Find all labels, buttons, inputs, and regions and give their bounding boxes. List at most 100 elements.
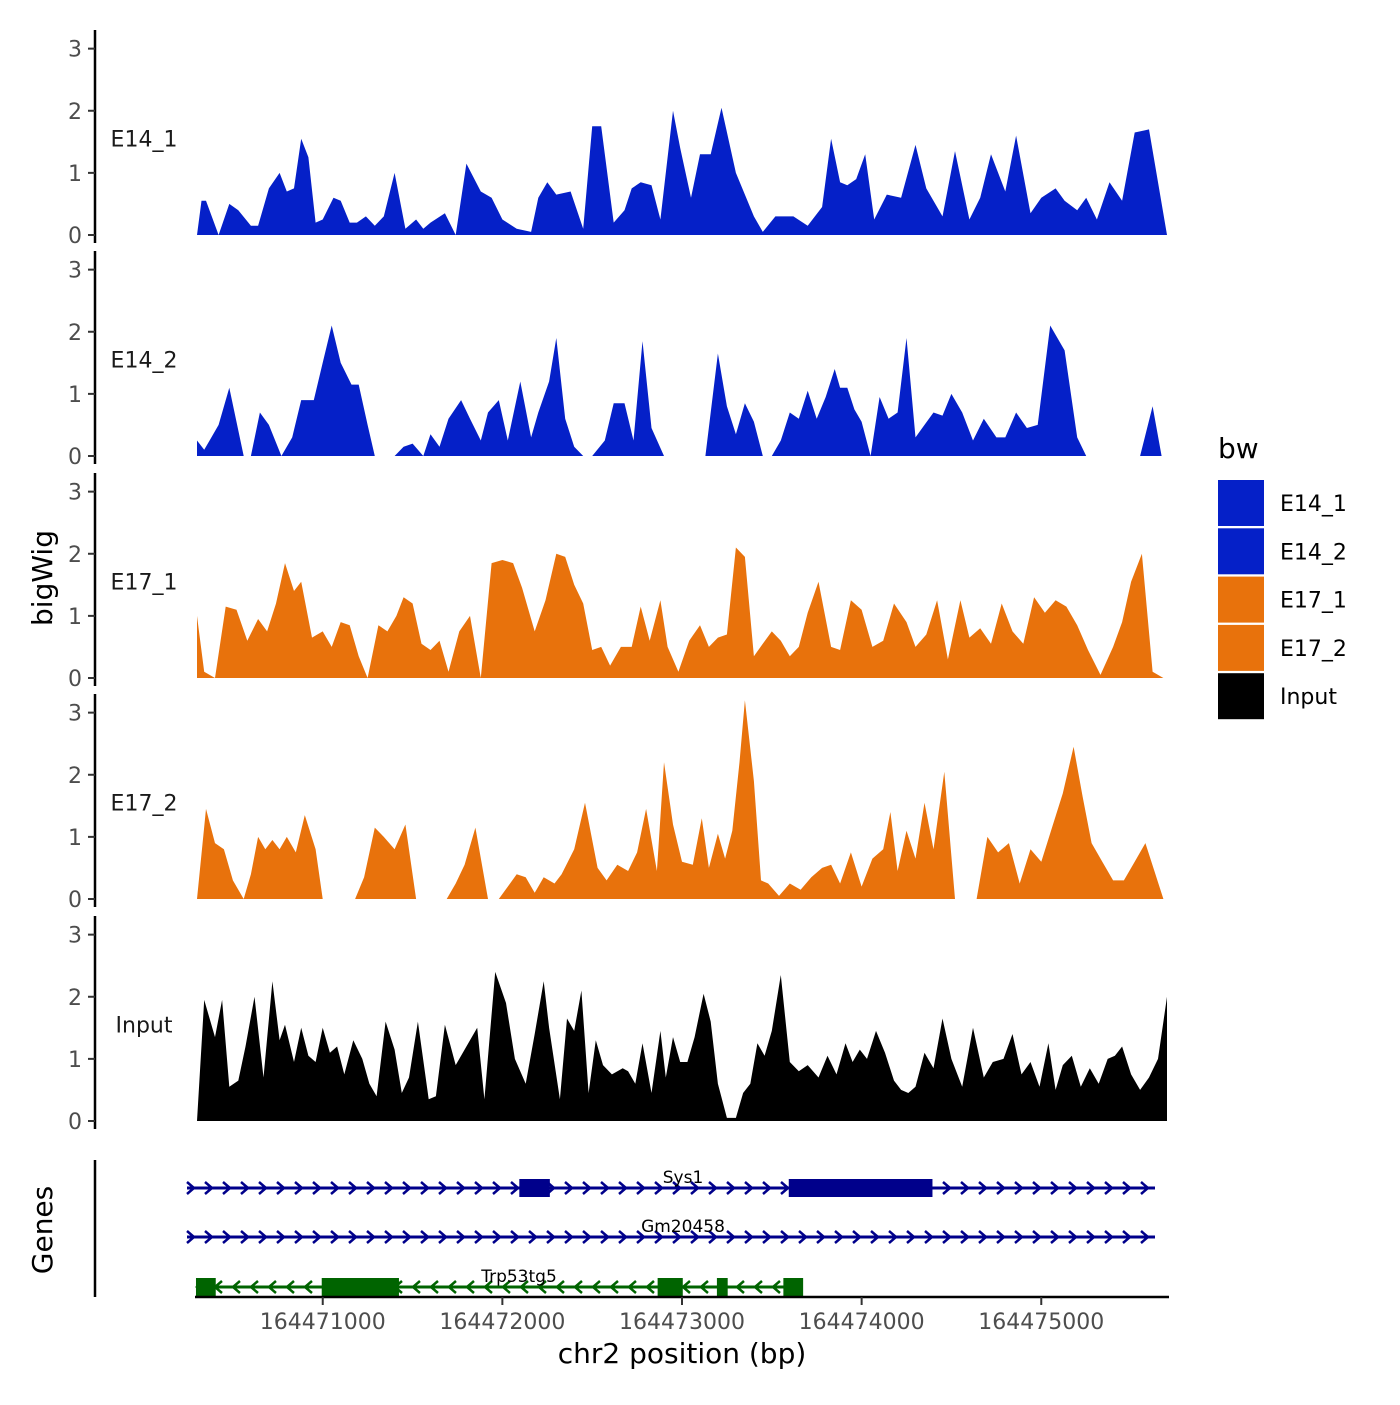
strand-arrow bbox=[258, 1181, 268, 1195]
strand-arrow bbox=[1086, 1230, 1096, 1244]
strand-arrow bbox=[411, 1280, 421, 1294]
strand-arrow bbox=[636, 1230, 646, 1244]
strand-arrow bbox=[294, 1181, 304, 1195]
exon-block bbox=[657, 1278, 683, 1296]
strand-arrow bbox=[708, 1230, 718, 1244]
strand-arrow bbox=[483, 1280, 493, 1294]
y-tick-label: 2 bbox=[68, 764, 82, 789]
strand-arrow bbox=[546, 1230, 556, 1244]
strand-arrow bbox=[771, 1280, 781, 1294]
strand-arrow bbox=[231, 1280, 241, 1294]
legend-label: E17_1 bbox=[1280, 589, 1347, 614]
legend-label: E14_1 bbox=[1280, 492, 1347, 517]
track-panel-input: 0 1 2 3 Input bbox=[68, 916, 1167, 1135]
y-tick-label: 2 bbox=[68, 986, 82, 1011]
strand-arrow bbox=[240, 1181, 250, 1195]
x-tick-label: 164473000 bbox=[619, 1310, 745, 1335]
strand-arrow bbox=[1050, 1230, 1060, 1244]
strand-arrow bbox=[438, 1181, 448, 1195]
strand-arrow bbox=[366, 1181, 376, 1195]
strand-arrow bbox=[636, 1181, 646, 1195]
strand-arrow bbox=[690, 1181, 700, 1195]
strand-arrow bbox=[492, 1230, 502, 1244]
strand-arrow bbox=[645, 1280, 655, 1294]
strand-arrow bbox=[699, 1280, 709, 1294]
strand-arrow bbox=[726, 1181, 736, 1195]
exon-block bbox=[321, 1278, 399, 1296]
gene-label: Trp53tg5 bbox=[480, 1267, 557, 1287]
y-tick-label: 0 bbox=[68, 1110, 82, 1135]
strand-arrow bbox=[753, 1280, 763, 1294]
y-tick-label: 2 bbox=[68, 321, 82, 346]
strand-arrow bbox=[555, 1280, 565, 1294]
track-panel-e14-2: 0 1 2 3 E14_2 bbox=[68, 251, 1162, 470]
strand-arrow bbox=[942, 1230, 952, 1244]
strand-arrow bbox=[1050, 1181, 1060, 1195]
strand-arrow bbox=[186, 1230, 196, 1244]
strand-arrow bbox=[312, 1181, 322, 1195]
strand-arrow bbox=[456, 1230, 466, 1244]
strand-arrow bbox=[906, 1230, 916, 1244]
track-panel-e17-1: 0 1 2 3 E17_1 bbox=[68, 473, 1164, 692]
strand-arrow bbox=[1014, 1181, 1024, 1195]
track-label: E17_1 bbox=[111, 571, 178, 596]
strand-arrow bbox=[744, 1230, 754, 1244]
y-tick-label: 2 bbox=[68, 543, 82, 568]
strand-arrow bbox=[834, 1230, 844, 1244]
strand-arrow bbox=[330, 1181, 340, 1195]
exon-block bbox=[788, 1179, 933, 1197]
exon-block bbox=[519, 1179, 550, 1197]
x-axis: 164471000 164472000 164473000 164474000 1644… bbox=[195, 1295, 1169, 1335]
x-tick-label: 164471000 bbox=[260, 1310, 386, 1335]
strand-arrow bbox=[1140, 1181, 1150, 1195]
strand-arrow bbox=[573, 1280, 583, 1294]
strand-arrow bbox=[474, 1181, 484, 1195]
strand-arrow bbox=[960, 1181, 970, 1195]
y-tick-label: 3 bbox=[68, 38, 82, 63]
x-tick-label: 164474000 bbox=[799, 1310, 925, 1335]
strand-arrow bbox=[276, 1181, 286, 1195]
x-tick-label: 164475000 bbox=[978, 1310, 1104, 1335]
coverage-area-e14-1 bbox=[197, 107, 1167, 235]
strand-arrow bbox=[852, 1230, 862, 1244]
y-tick-label: 3 bbox=[68, 259, 82, 284]
legend-label: Input bbox=[1280, 685, 1337, 710]
strand-arrow bbox=[690, 1230, 700, 1244]
strand-arrow bbox=[888, 1230, 898, 1244]
strand-arrow bbox=[708, 1181, 718, 1195]
strand-arrow bbox=[582, 1230, 592, 1244]
strand-arrow bbox=[438, 1230, 448, 1244]
strand-arrow bbox=[600, 1230, 610, 1244]
strand-arrow bbox=[402, 1230, 412, 1244]
strand-arrow bbox=[240, 1230, 250, 1244]
y-tick-label: 3 bbox=[68, 702, 82, 727]
strand-arrow bbox=[447, 1280, 457, 1294]
strand-arrow bbox=[528, 1230, 538, 1244]
strand-arrow bbox=[564, 1181, 574, 1195]
gene-panel: Sys1 Gm20458 Trp53tg5 bbox=[93, 1160, 1155, 1297]
strand-arrow bbox=[978, 1181, 988, 1195]
strand-arrow bbox=[564, 1230, 574, 1244]
coverage-area-e17-1 bbox=[197, 547, 1164, 678]
strand-arrow bbox=[618, 1230, 628, 1244]
strand-arrow bbox=[1032, 1230, 1042, 1244]
y-tick-label: 1 bbox=[68, 605, 82, 630]
strand-arrow bbox=[978, 1230, 988, 1244]
strand-arrow bbox=[726, 1230, 736, 1244]
strand-arrow bbox=[366, 1230, 376, 1244]
strand-arrow bbox=[294, 1230, 304, 1244]
y-axis-title-bigwig: bigWig bbox=[26, 530, 59, 626]
strand-arrow bbox=[402, 1181, 412, 1195]
gene-sys1: Sys1 bbox=[186, 1168, 1155, 1197]
strand-arrow bbox=[501, 1280, 511, 1294]
strand-arrow bbox=[222, 1230, 232, 1244]
strand-arrow bbox=[942, 1181, 952, 1195]
strand-arrow bbox=[1122, 1181, 1132, 1195]
strand-arrow bbox=[348, 1230, 358, 1244]
strand-arrow bbox=[456, 1181, 466, 1195]
strand-arrow bbox=[420, 1230, 430, 1244]
legend-label: E17_2 bbox=[1280, 637, 1347, 662]
strand-arrow bbox=[510, 1230, 520, 1244]
legend-key-e14-2 bbox=[1218, 528, 1264, 575]
